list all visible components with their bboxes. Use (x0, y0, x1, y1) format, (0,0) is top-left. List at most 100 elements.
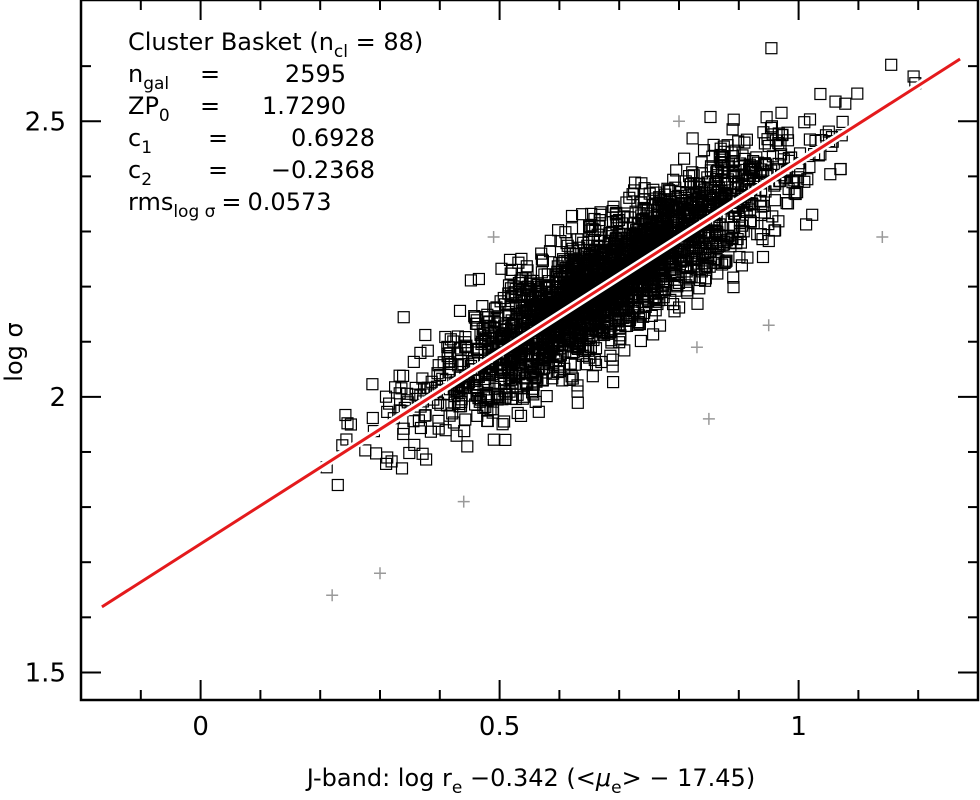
data-point (482, 311, 495, 324)
data-point (486, 363, 499, 376)
data-point (715, 258, 729, 271)
data-point (727, 281, 740, 294)
data-point (452, 397, 466, 411)
annotation-ngal-value: 2595 (285, 60, 346, 88)
data-point (523, 302, 536, 315)
data-point (421, 344, 434, 357)
data-point (454, 354, 467, 368)
data-point (693, 282, 706, 295)
annotation-c2-eq: = (208, 156, 228, 184)
data-point (505, 373, 518, 386)
data-point (455, 395, 468, 409)
data-point (591, 252, 604, 265)
data-point (635, 196, 648, 209)
tick-labels: 0 0.5 1 1.5 2 2.5 (25, 107, 807, 742)
data-point (798, 175, 811, 188)
data-point (565, 209, 579, 223)
y-tick-label: 1.5 (25, 658, 66, 688)
data-point (756, 233, 769, 246)
outlier-point (690, 341, 703, 354)
annotation-title-sub: cl (334, 42, 348, 62)
data-point (450, 429, 463, 442)
data-point (502, 279, 516, 292)
data-point (710, 225, 724, 238)
data-point (775, 106, 788, 119)
annotation-c2-name: c2 (128, 156, 152, 190)
data-point (514, 409, 528, 422)
data-point (635, 177, 648, 190)
data-point (460, 340, 473, 353)
data-point (499, 433, 512, 446)
data-point (409, 388, 422, 401)
x-axis-label-middle: −0.342 (< (462, 764, 596, 792)
data-point (416, 372, 429, 385)
x-axis-label: J-band: log re −0.342 (<μe> − 17.45) (305, 764, 755, 798)
data-point (740, 133, 754, 146)
data-point (531, 361, 545, 374)
data-point (623, 191, 636, 204)
data-point (393, 369, 406, 382)
annotation-ngal-eq: = (200, 60, 220, 88)
data-point (597, 320, 611, 334)
data-point (575, 328, 588, 341)
data-point (383, 397, 396, 410)
data-point (727, 207, 741, 220)
data-point (379, 390, 393, 403)
data-point (583, 332, 596, 345)
data-point (425, 375, 438, 388)
data-point (448, 396, 461, 409)
data-point (475, 337, 488, 351)
data-point (509, 324, 522, 337)
data-point (834, 163, 847, 176)
fit-line-group (99, 55, 963, 611)
data-point (803, 133, 817, 146)
data-point (494, 361, 508, 374)
data-point (576, 305, 589, 318)
data-point (634, 334, 648, 348)
data-point (669, 200, 682, 213)
data-point (738, 178, 751, 191)
data-point (740, 205, 753, 218)
data-point (780, 197, 793, 210)
data-point (559, 226, 572, 239)
data-point (714, 156, 728, 169)
data-point (341, 417, 354, 430)
data-point (688, 253, 702, 266)
data-point (575, 208, 589, 221)
data-point (666, 214, 679, 227)
y-axis-label: log σ (0, 322, 28, 381)
data-point (653, 191, 666, 204)
data-point (684, 178, 698, 191)
y-tick-label: 2.5 (25, 107, 66, 137)
y-tick-label: 2 (49, 383, 66, 413)
data-point (584, 341, 598, 354)
data-point (505, 263, 518, 276)
data-point (498, 415, 511, 428)
data-point (596, 298, 609, 311)
data-point (521, 264, 534, 277)
data-point (366, 378, 379, 391)
data-point (834, 162, 847, 176)
data-point (586, 370, 599, 383)
data-point (672, 251, 685, 264)
data-point (517, 382, 530, 395)
data-point (461, 344, 474, 357)
outlier-point (374, 567, 386, 580)
data-point (774, 148, 788, 161)
data-point (704, 110, 717, 124)
data-point (395, 462, 409, 475)
data-point (639, 300, 652, 313)
data-point (727, 271, 740, 284)
data-point (472, 392, 485, 405)
outlier-point (876, 231, 889, 244)
data-point (512, 256, 525, 269)
data-point (501, 364, 514, 377)
annotation-c2-value: −0.2368 (271, 156, 375, 184)
data-point (735, 219, 749, 232)
data-point (727, 113, 740, 126)
data-point (885, 58, 898, 71)
data-point (515, 344, 528, 357)
data-point (540, 390, 553, 403)
data-point (686, 132, 699, 145)
data-point (476, 322, 489, 335)
